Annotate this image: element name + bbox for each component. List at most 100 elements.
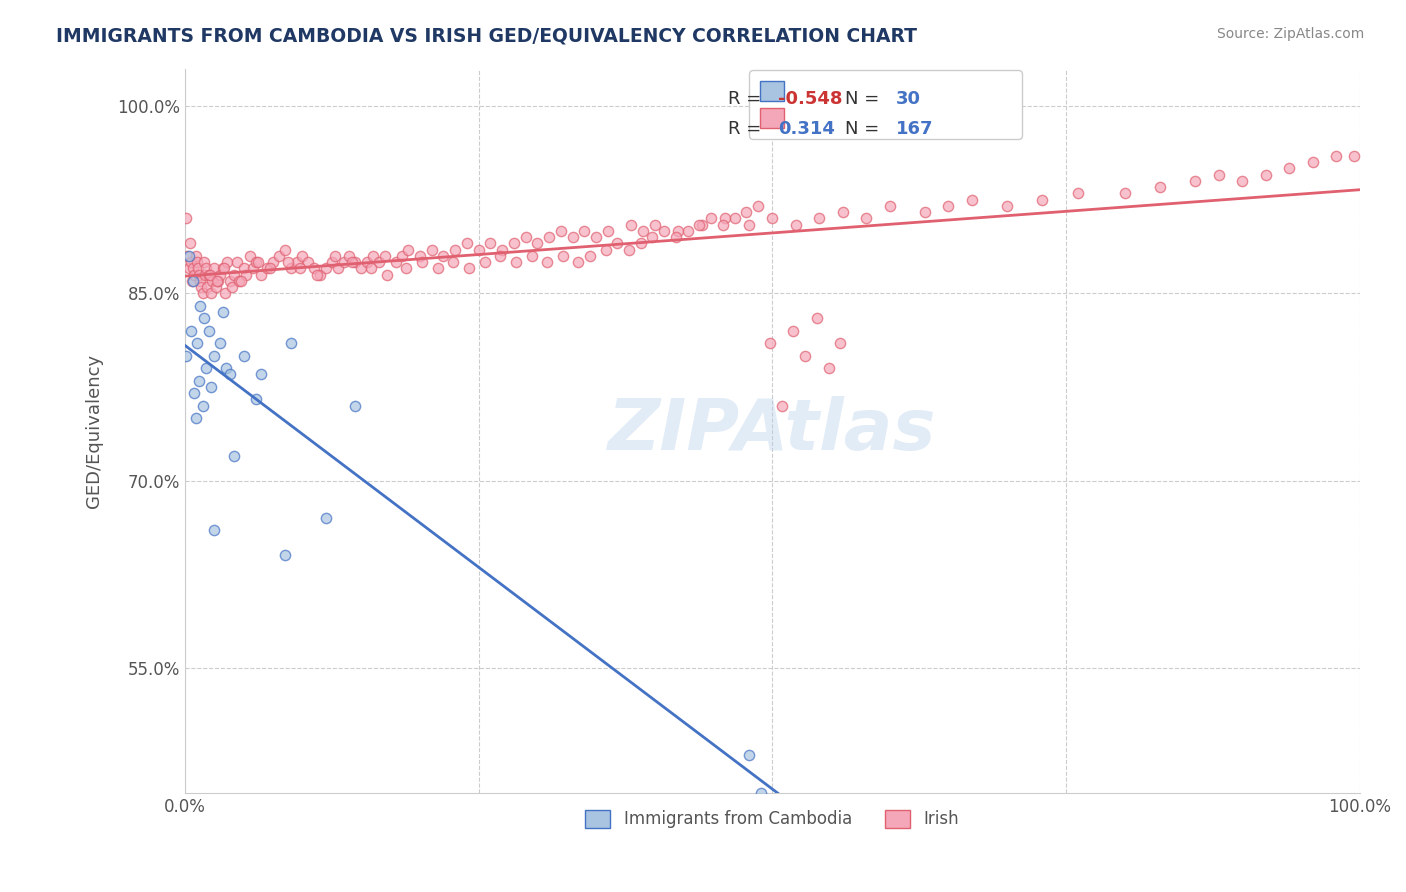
Point [432, 249, 454, 263]
Point [344, 255, 367, 269]
Point [630, 236, 652, 251]
Point [250, 268, 273, 282]
Point [361, 249, 384, 263]
Point [188, 374, 211, 388]
Point [326, 261, 349, 276]
Point [738, 218, 761, 232]
Point [567, 255, 589, 269]
Point [644, 218, 666, 232]
Point [579, 249, 602, 263]
Point [277, 255, 299, 269]
Point [782, 324, 804, 338]
Point [340, 255, 363, 269]
Point [315, 511, 337, 525]
Point [188, 268, 211, 282]
Point [224, 268, 246, 282]
Point [759, 336, 782, 351]
Text: N =: N = [845, 120, 886, 138]
Point [180, 255, 202, 269]
Point [520, 249, 543, 263]
Point [197, 268, 219, 282]
Point [488, 249, 510, 263]
Point [960, 193, 983, 207]
Point [267, 249, 290, 263]
Point [794, 349, 817, 363]
Point [550, 224, 572, 238]
Point [700, 211, 723, 226]
Point [183, 268, 205, 282]
Point [200, 380, 222, 394]
Point [198, 268, 221, 282]
Point [202, 524, 225, 538]
Point [309, 268, 332, 282]
Point [250, 368, 273, 382]
Point [409, 249, 432, 263]
Point [181, 274, 204, 288]
Point [209, 268, 232, 282]
Point [191, 399, 214, 413]
Text: 167: 167 [896, 120, 934, 138]
Text: -0.548: -0.548 [778, 90, 842, 108]
Point [197, 324, 219, 338]
Point [536, 255, 558, 269]
Point [631, 224, 654, 238]
Point [297, 255, 319, 269]
Point [995, 199, 1018, 213]
Point [676, 224, 699, 238]
Point [200, 286, 222, 301]
Point [411, 255, 433, 269]
Point [218, 368, 240, 382]
Point [217, 255, 239, 269]
Point [204, 280, 226, 294]
Point [761, 211, 783, 226]
Point [194, 268, 217, 282]
Point [193, 255, 215, 269]
Point [209, 336, 232, 351]
Point [479, 236, 502, 251]
Point [231, 274, 253, 288]
Point [195, 361, 218, 376]
Point [315, 261, 337, 276]
Point [1254, 168, 1277, 182]
Point [339, 249, 361, 263]
Text: N =: N = [845, 90, 886, 108]
Point [747, 199, 769, 213]
Point [444, 243, 467, 257]
Point [356, 255, 378, 269]
Point [184, 249, 207, 263]
Point [207, 274, 229, 288]
Point [491, 243, 513, 257]
Point [1184, 174, 1206, 188]
Text: Source: ZipAtlas.com: Source: ZipAtlas.com [1216, 27, 1364, 41]
Point [831, 205, 853, 219]
Point [360, 261, 382, 276]
Text: IMMIGRANTS FROM CAMBODIA VS IRISH GED/EQUIVALENCY CORRELATION CHART: IMMIGRANTS FROM CAMBODIA VS IRISH GED/EQ… [56, 27, 917, 45]
Point [183, 386, 205, 401]
Point [246, 255, 269, 269]
Point [332, 255, 354, 269]
Point [1324, 149, 1347, 163]
Point [395, 261, 418, 276]
Point [232, 349, 254, 363]
Point [690, 218, 713, 232]
Point [1149, 180, 1171, 194]
Point [474, 255, 496, 269]
Point [184, 411, 207, 425]
Point [617, 243, 640, 257]
Point [808, 211, 831, 226]
Point [1278, 161, 1301, 176]
Point [224, 449, 246, 463]
Point [176, 249, 198, 263]
Point [553, 249, 575, 263]
Point [585, 230, 607, 244]
Point [245, 255, 267, 269]
Point [688, 218, 710, 232]
Point [256, 261, 278, 276]
Point [938, 199, 960, 213]
Point [350, 261, 373, 276]
Point [242, 261, 264, 276]
Point [738, 748, 761, 763]
Point [344, 399, 367, 413]
Point [193, 311, 215, 326]
Point [221, 280, 243, 294]
